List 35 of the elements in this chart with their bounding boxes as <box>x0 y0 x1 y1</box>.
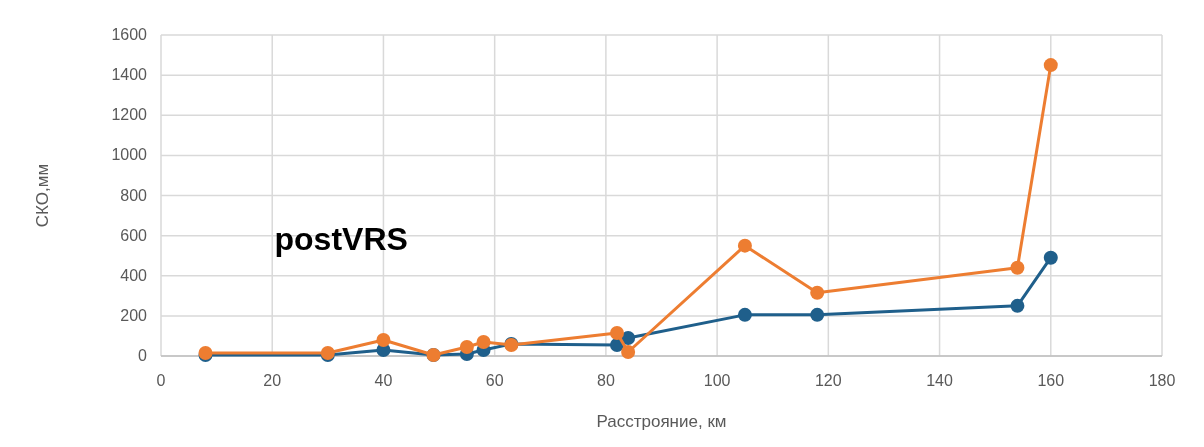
y-tick-label: 1200 <box>111 106 148 124</box>
y-tick-label: 1000 <box>111 146 148 164</box>
point <box>737 238 752 253</box>
x-tick-label: 20 <box>263 372 282 389</box>
point <box>1043 250 1058 265</box>
x-tick-label: 180 <box>1148 372 1176 389</box>
point <box>459 339 474 354</box>
point <box>1043 58 1058 73</box>
y-tick-label: 800 <box>120 186 148 204</box>
point <box>610 325 625 340</box>
x-tick-label: 60 <box>485 372 504 389</box>
x-tick-label: 0 <box>156 372 166 389</box>
x-axis-title: Расстрояние, км <box>596 412 727 431</box>
point <box>376 332 391 347</box>
x-tick-label: 100 <box>703 372 731 389</box>
y-tick-label: 200 <box>120 306 148 324</box>
annotation: postVRS <box>274 221 408 258</box>
x-tick-label: 40 <box>374 372 393 389</box>
point <box>476 334 491 349</box>
point <box>1010 298 1025 313</box>
y-tick-label: 1400 <box>111 66 148 84</box>
point <box>810 285 825 300</box>
x-tick-label: 140 <box>926 372 953 389</box>
point <box>1010 260 1025 275</box>
y-tick-label: 400 <box>120 266 148 284</box>
x-tick-label: 120 <box>814 372 842 389</box>
point <box>737 307 752 322</box>
point <box>810 307 825 322</box>
y-axis-title: СКО,мм <box>33 163 52 228</box>
y-tick-label: 1600 <box>111 26 148 43</box>
y-tick-label: 600 <box>120 226 148 244</box>
x-tick-label: 80 <box>596 372 615 389</box>
y-tick-label: 0 <box>138 347 148 364</box>
point <box>621 344 636 359</box>
x-tick-label: 160 <box>1037 372 1065 389</box>
